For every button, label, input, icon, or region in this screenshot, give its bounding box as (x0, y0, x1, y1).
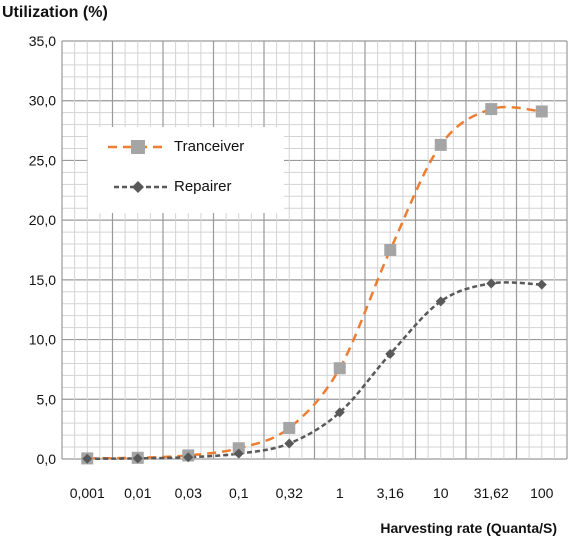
legend: Tranceiver Repairer (88, 127, 284, 213)
x-tick-label: 10 (433, 485, 449, 501)
y-tick-label: 30,0 (29, 93, 56, 109)
data-point-repairer (132, 453, 143, 464)
y-tick-label: 5,0 (37, 391, 57, 407)
y-tick-label: 0,0 (37, 451, 57, 467)
data-point-repairer (82, 453, 93, 464)
data-point-repairer (183, 452, 194, 463)
data-point-repairer (486, 278, 497, 289)
data-point-tranceiver (434, 138, 447, 151)
legend-swatch-tranceiver (108, 140, 168, 154)
series-markers (81, 103, 548, 465)
series-line-tranceiver (87, 105, 542, 460)
data-point-tranceiver (333, 362, 346, 375)
x-tick-label: 0,01 (124, 485, 151, 501)
data-point-repairer (435, 296, 446, 307)
y-tick-label: 10,0 (29, 332, 56, 348)
x-tick-label: 0,1 (229, 485, 249, 501)
x-axis-label: Harvesting rate (Quanta/S) (380, 520, 557, 536)
x-tick-label: 0,32 (276, 485, 303, 501)
data-point-repairer (284, 438, 295, 449)
legend-item-repairer: Repairer (88, 177, 284, 197)
data-point-repairer (385, 348, 396, 359)
y-tick-label: 35,0 (29, 33, 56, 49)
x-tick-label: 0,03 (175, 485, 202, 501)
legend-item-tranceiver: Tranceiver (88, 137, 284, 157)
grid (61, 40, 568, 460)
y-tick-label: 20,0 (29, 212, 56, 228)
legend-label-tranceiver: Tranceiver (174, 138, 245, 155)
legend-label-repairer: Repairer (174, 178, 232, 195)
x-tick-label: 0,001 (70, 485, 105, 501)
data-point-repairer (536, 279, 547, 290)
data-point-repairer (233, 448, 244, 459)
x-tick-label: 3,16 (377, 485, 404, 501)
y-tick-label: 15,0 (29, 272, 56, 288)
data-point-tranceiver (232, 442, 245, 455)
data-point-tranceiver (283, 421, 296, 434)
data-point-tranceiver (485, 103, 498, 116)
data-point-repairer (334, 407, 345, 418)
x-tick-label: 31,62 (474, 485, 509, 501)
data-point-tranceiver (384, 244, 397, 256)
y-tick-label: 25,0 (29, 152, 56, 168)
data-point-tranceiver (535, 105, 548, 118)
x-tick-label: 1 (336, 485, 344, 501)
x-tick-labels: 0,001 0,01 0,03 0,1 0,32 1 3,16 10 31,62 100 (70, 485, 554, 501)
y-tick-labels: 0,0 5,0 10,0 15,0 20,0 25,0 30,0 35,0 (29, 33, 56, 467)
series-lines (87, 105, 542, 461)
x-tick-label: 100 (530, 485, 554, 501)
legend-swatch-repairer (114, 181, 168, 193)
y-axis-label: Utilization (%) (2, 4, 108, 21)
